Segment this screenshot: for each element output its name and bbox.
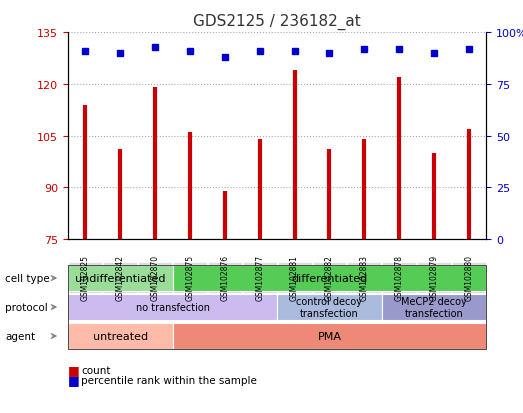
Text: count: count	[81, 365, 110, 375]
Text: ■: ■	[68, 373, 79, 387]
Text: GSM102878: GSM102878	[395, 255, 404, 301]
Text: GSM102870: GSM102870	[151, 255, 160, 301]
Text: cell type: cell type	[5, 273, 50, 283]
Text: differentiated: differentiated	[291, 273, 368, 283]
Text: agent: agent	[5, 331, 36, 341]
Text: GSM102881: GSM102881	[290, 255, 299, 301]
Text: GSM102875: GSM102875	[186, 255, 195, 301]
Text: control decoy
transfection: control decoy transfection	[297, 297, 362, 318]
Text: protocol: protocol	[5, 302, 48, 312]
Text: GSM102882: GSM102882	[325, 255, 334, 301]
Text: GSM102883: GSM102883	[360, 255, 369, 301]
Text: MeCP2 decoy
transfection: MeCP2 decoy transfection	[401, 297, 467, 318]
Text: GSM102842: GSM102842	[116, 255, 125, 301]
Text: GSM102825: GSM102825	[81, 255, 90, 301]
Text: untreated: untreated	[93, 331, 148, 341]
Title: GDS2125 / 236182_at: GDS2125 / 236182_at	[194, 14, 361, 30]
Text: GSM102880: GSM102880	[464, 255, 473, 301]
Text: GSM102876: GSM102876	[220, 255, 230, 301]
Text: no transfection: no transfection	[135, 302, 210, 312]
Text: GSM102879: GSM102879	[429, 255, 439, 301]
Text: GSM102877: GSM102877	[255, 255, 264, 301]
Text: ■: ■	[68, 363, 79, 376]
Text: PMA: PMA	[317, 331, 342, 341]
Text: percentile rank within the sample: percentile rank within the sample	[81, 375, 257, 385]
Text: undifferentiated: undifferentiated	[75, 273, 166, 283]
